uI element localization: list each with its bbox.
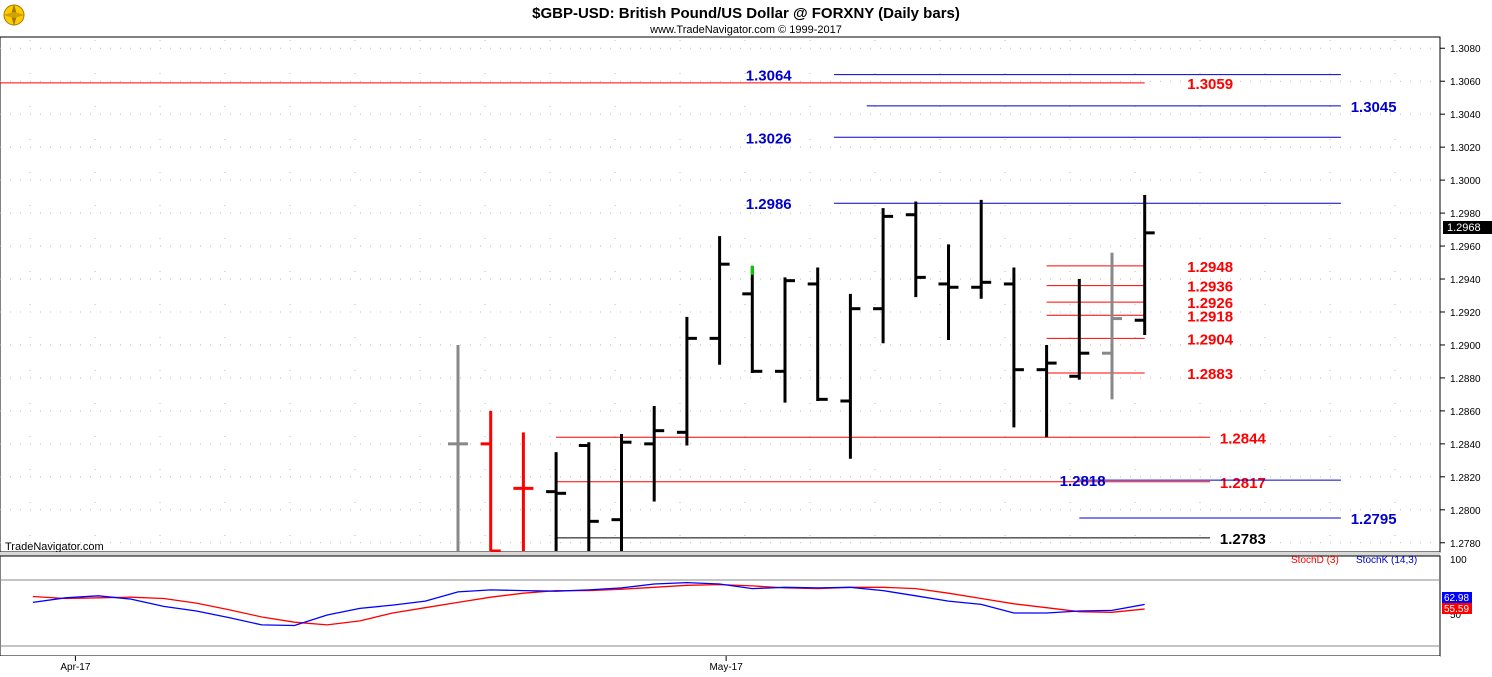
y-tick-label: 1.3080 (1450, 44, 1481, 55)
ohlc-bar (775, 277, 795, 403)
ohlc-bar (873, 208, 894, 344)
ohlc-bar (644, 405, 665, 502)
last-price-label: 1.2968 (1447, 222, 1481, 234)
stochastic-panel (0, 555, 1441, 657)
ohlc-bar (1134, 194, 1155, 336)
ohlc-bar (1069, 279, 1090, 380)
ohlc-bar (742, 265, 763, 373)
level-label: 1.2844 (1220, 430, 1267, 447)
level-label: 1.2926 (1187, 295, 1233, 312)
level-label: 1.3064 (746, 68, 793, 85)
price-axis: 1.2780 1.2800 1.2820 1.2840 1.2860 1.2880 1.29… (1440, 44, 1481, 550)
stochastic-lines (32, 581, 1145, 627)
ohlc-bar (971, 199, 992, 299)
ohlc-bar (578, 442, 599, 551)
stoch-tick-label: 50 (1450, 610, 1462, 621)
ohlc-bar (1003, 267, 1024, 428)
stoch-series-line (32, 581, 1145, 627)
y-tick-label: 1.2880 (1450, 374, 1481, 385)
time-axis-labels: Apr-17 May-17 (60, 656, 743, 673)
x-tick-label: Apr-17 (60, 662, 90, 673)
ohlc-bar (1102, 252, 1122, 400)
y-tick-label: 1.2800 (1450, 506, 1481, 517)
stoch-series-line (32, 583, 1145, 626)
ohlc-bar (676, 316, 697, 446)
y-tick-label: 1.3040 (1450, 110, 1481, 121)
y-tick-label: 1.2980 (1450, 209, 1481, 220)
chart-title: $GBP-USD: British Pound/US Dollar @ FORX… (532, 5, 960, 22)
ohlc-bar (938, 244, 959, 341)
level-label: 1.3059 (1187, 76, 1233, 93)
chart-subtitle: www.TradeNavigator.com © 1999-2017 (649, 24, 842, 36)
level-label: 1.2817 (1220, 475, 1266, 492)
ohlc-bar (611, 433, 632, 551)
y-tick-label: 1.2940 (1450, 275, 1481, 286)
ohlc-bar (448, 344, 468, 551)
stochk-last-value: 62.98 (1444, 593, 1469, 604)
ohlc-bar (1036, 344, 1057, 438)
level-label: 1.2795 (1351, 511, 1397, 528)
ohlc-bar (709, 236, 730, 365)
level-label: 1.2918 (1187, 308, 1233, 325)
stochk-last-value-bg (1442, 592, 1472, 603)
y-tick-label: 1.2780 (1450, 539, 1481, 550)
level-label: 1.3045 (1351, 99, 1397, 116)
legend-stochd: StochD (3) (1291, 555, 1339, 566)
level-label: 1.2883 (1187, 366, 1233, 383)
y-tick-label: 1.2860 (1450, 407, 1481, 418)
level-label: 1.2948 (1187, 259, 1233, 276)
ohlc-bar (840, 293, 861, 459)
support-resistance-levels: 1.3059 1.3064 1.3045 1.3026 1.2986 1.2948 1.29… (0, 68, 1397, 548)
y-tick-label: 1.3020 (1450, 143, 1481, 154)
legend-stochk: StochK (14,3) (1356, 555, 1417, 566)
y-tick-label: 1.3060 (1450, 77, 1481, 88)
time-axis (0, 656, 1440, 677)
ohlc-bars (448, 194, 1155, 553)
ohlc-bar (807, 267, 828, 401)
stochd-last-value: 55.59 (1444, 604, 1469, 615)
level-label: 1.3026 (746, 130, 792, 147)
level-label: 1.2904 (1187, 331, 1234, 348)
y-tick-label: 1.2820 (1450, 473, 1481, 484)
y-tick-label: 1.2960 (1450, 242, 1481, 253)
y-tick-label: 1.3000 (1450, 176, 1481, 187)
compass-logo-icon (3, 4, 25, 26)
ohlc-bar (905, 201, 926, 298)
level-label: 1.2936 (1187, 279, 1233, 296)
ohlc-bar (546, 452, 567, 551)
watermark: TradeNavigator.com (5, 541, 104, 553)
stoch-tick-label: 100 (1450, 555, 1467, 566)
stochd-last-value-bg (1442, 603, 1472, 614)
ohlc-bar (480, 410, 501, 553)
y-tick-label: 1.2900 (1450, 341, 1481, 352)
y-tick-label: 1.2920 (1450, 308, 1481, 319)
x-tick-label: May-17 (709, 662, 743, 673)
y-tick-label: 1.2840 (1450, 440, 1481, 451)
level-label: 1.2818 (1060, 473, 1106, 490)
level-label: 1.2783 (1220, 531, 1266, 548)
last-price-badge: 1.2968 (1443, 221, 1492, 234)
indicator-divider (0, 552, 1440, 556)
level-label: 1.2986 (746, 196, 792, 213)
ohlc-bar (513, 432, 534, 551)
